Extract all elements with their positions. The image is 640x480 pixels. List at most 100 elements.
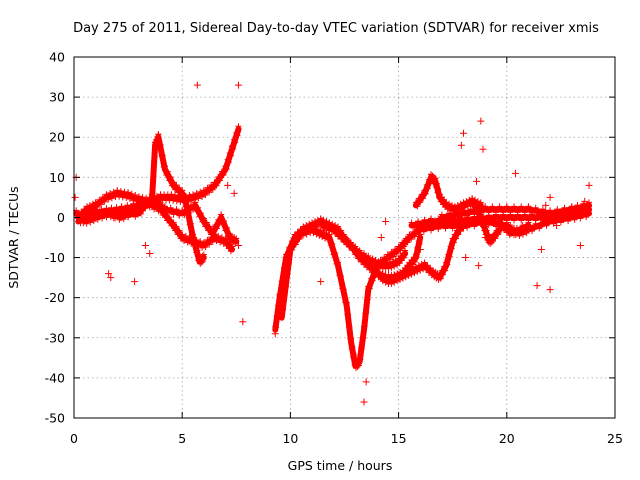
data-point — [496, 203, 503, 210]
data-point — [200, 251, 207, 258]
data-point — [435, 226, 442, 233]
data-point — [500, 226, 507, 233]
data-point — [83, 220, 90, 227]
data-point — [405, 272, 412, 279]
data-point — [151, 154, 158, 161]
data-point — [121, 188, 128, 195]
data-point — [125, 214, 132, 221]
plot-frame — [73, 56, 616, 419]
data-point — [446, 210, 453, 217]
data-point — [412, 251, 419, 258]
data-point — [337, 272, 344, 279]
data-point — [187, 220, 194, 227]
data-point — [427, 264, 434, 271]
data-point — [451, 203, 458, 210]
data-point — [581, 197, 589, 205]
data-point — [411, 233, 418, 240]
data-point — [108, 204, 115, 211]
data-point — [489, 216, 496, 223]
data-point — [542, 201, 550, 209]
data-point — [433, 180, 440, 187]
data-point — [168, 222, 175, 229]
data-point — [518, 203, 525, 210]
data-point — [94, 204, 101, 211]
data-point — [326, 231, 333, 238]
data-point — [496, 218, 503, 225]
data-layer — [71, 81, 593, 406]
data-point — [177, 235, 184, 242]
data-point — [330, 251, 337, 258]
data-point — [327, 222, 334, 229]
data-point — [202, 244, 209, 251]
data-point — [398, 270, 405, 277]
data-point — [413, 254, 420, 261]
data-point — [217, 177, 224, 184]
data-point — [428, 171, 435, 178]
data-point — [190, 235, 197, 242]
data-point — [151, 199, 158, 206]
data-point — [168, 191, 175, 198]
data-point — [203, 219, 210, 226]
data-point — [155, 131, 162, 138]
data-point — [300, 223, 307, 230]
data-point — [333, 260, 340, 267]
y-tick-label: -20 — [45, 290, 65, 305]
data-point — [381, 254, 388, 261]
data-point — [89, 200, 96, 207]
data-point — [432, 175, 439, 182]
data-point — [489, 203, 496, 210]
data-point — [87, 208, 94, 215]
data-point — [80, 216, 87, 223]
data-point — [442, 213, 450, 221]
data-point — [499, 219, 506, 226]
data-point — [514, 209, 521, 216]
data-point — [163, 171, 170, 178]
data-point — [366, 266, 373, 273]
data-point — [467, 218, 474, 225]
data-point — [503, 229, 510, 236]
data-point — [311, 218, 318, 225]
axis-layer: 0 5 10 15 20 25 -50 -40 -30 -20 -10 0 10 20 30 40 — [45, 50, 623, 447]
y-tick-label: 10 — [49, 170, 65, 185]
data-point — [346, 244, 353, 251]
data-point — [480, 219, 487, 226]
data-point — [105, 270, 113, 278]
x-tick-label: 10 — [282, 431, 298, 446]
data-point — [399, 275, 406, 282]
data-point — [324, 236, 331, 243]
data-point — [388, 280, 395, 287]
data-point — [363, 297, 370, 304]
data-point — [275, 302, 282, 309]
data-point — [441, 263, 448, 270]
data-point — [306, 220, 313, 227]
data-point — [477, 117, 485, 125]
data-point — [83, 203, 90, 210]
data-point — [131, 278, 139, 286]
data-point — [571, 208, 578, 215]
data-point — [354, 363, 361, 370]
data-point — [431, 220, 438, 227]
data-point — [384, 274, 391, 281]
data-point — [443, 199, 450, 206]
data-point — [206, 189, 213, 196]
data-point — [368, 262, 375, 269]
data-point — [455, 231, 462, 238]
data-point — [196, 255, 203, 262]
data-point — [350, 351, 357, 358]
data-point — [511, 169, 519, 177]
data-point — [77, 211, 84, 218]
data-point — [365, 252, 372, 259]
data-point — [110, 188, 117, 195]
data-point — [195, 195, 202, 202]
data-point — [359, 334, 366, 341]
data-point — [449, 215, 456, 222]
data-point — [416, 246, 424, 254]
data-point — [333, 226, 340, 233]
data-point — [464, 212, 471, 219]
data-point — [197, 188, 204, 195]
data-point — [170, 197, 177, 204]
data-point — [213, 225, 220, 232]
data-point — [390, 253, 397, 260]
data-point — [211, 179, 218, 186]
data-point — [85, 215, 92, 222]
